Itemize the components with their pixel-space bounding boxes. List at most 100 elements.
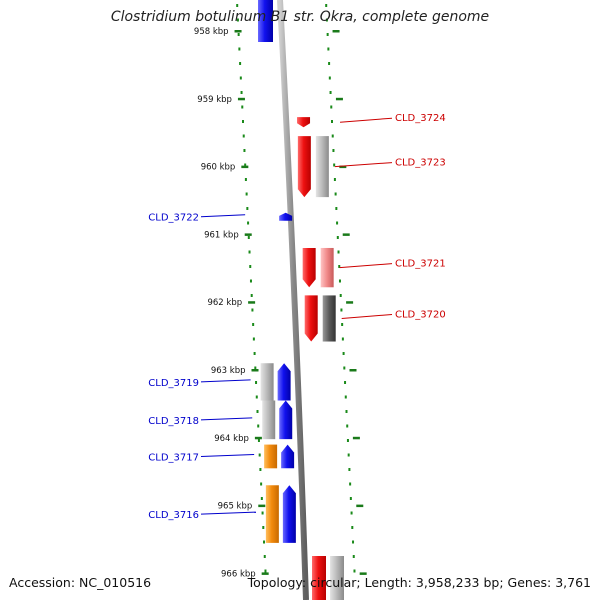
scale-tick-label: 960 kbp — [201, 163, 236, 173]
scale-tick-label: 961 kbp — [204, 230, 239, 240]
paired-feature-cld-3716[interactable] — [265, 485, 279, 543]
paired-feature-cld-3717[interactable] — [264, 444, 278, 469]
track-dot — [352, 540, 355, 544]
gene-arrow-partial-top[interactable] — [258, 0, 273, 42]
scale-tick-mark-right — [342, 233, 350, 236]
track-dot — [343, 366, 346, 370]
track-dot — [340, 308, 343, 312]
gene-label[interactable]: CLD_3720 — [395, 309, 446, 320]
track-dot — [240, 91, 243, 94]
track-dot — [244, 163, 247, 167]
scale-tick-mark-right — [352, 436, 360, 440]
gene-label[interactable]: CLD_3724 — [395, 113, 446, 124]
track-dot — [333, 163, 336, 167]
gene-leader-line — [200, 453, 255, 457]
track-dot — [236, 18, 239, 22]
track-dot — [238, 47, 241, 51]
paired-feature-partial-bottom[interactable] — [330, 556, 344, 600]
track-dot — [339, 294, 342, 297]
track-dot — [335, 207, 338, 210]
paired-feature-cld-3721[interactable] — [320, 247, 334, 288]
gene-label[interactable]: CLD_3719 — [148, 378, 199, 389]
track-dot — [260, 482, 263, 486]
gene-arrow-cld-3717[interactable] — [281, 444, 295, 469]
scale-tick-label: 966 kbp — [221, 569, 256, 579]
gene-label[interactable]: CLD_3721 — [395, 259, 446, 270]
paired-feature-cld-3720[interactable] — [322, 295, 336, 342]
track-dot — [337, 250, 340, 254]
track-dot — [325, 4, 328, 7]
gene-label[interactable]: CLD_3717 — [148, 452, 199, 463]
gene-arrow-cld-3724[interactable] — [297, 117, 311, 128]
track-dot — [331, 134, 334, 138]
gene-label[interactable]: CLD_3718 — [148, 416, 199, 427]
gene-arrow-cld-3718[interactable] — [279, 400, 293, 440]
scale-tick-label: 958 kbp — [194, 27, 229, 37]
scale-tick-label: 963 kbp — [211, 366, 246, 376]
track-dot — [246, 207, 249, 210]
gene-leader-line — [200, 417, 253, 421]
track-dot — [345, 410, 348, 413]
track-dot — [333, 178, 336, 181]
track-dot — [247, 236, 250, 239]
track-dot — [242, 134, 245, 138]
track-dot — [353, 569, 356, 573]
gene-arrow-cld-3716[interactable] — [282, 485, 296, 543]
track-dot — [332, 149, 335, 152]
gene-arrow-cld-3719[interactable] — [277, 363, 291, 401]
track-dot — [338, 279, 341, 283]
gene-arrow-cld-3720[interactable] — [304, 295, 318, 342]
paired-feature-cld-3718[interactable] — [262, 400, 276, 440]
track-dot — [261, 511, 264, 515]
scale-tick-label: 965 kbp — [218, 502, 253, 512]
track-dot — [236, 4, 239, 7]
gene-arrow-cld-3722[interactable] — [279, 212, 293, 221]
scale-tick-mark — [248, 301, 256, 304]
scale-tick-mark-right — [332, 30, 340, 33]
gene-leader-line — [200, 379, 251, 383]
gene-label[interactable]: CLD_3723 — [395, 158, 446, 169]
scale-tick-mark-right — [356, 504, 364, 508]
scale-tick-mark — [241, 165, 249, 169]
genome-summary-text: Topology: circular; Length: 3,958,233 bp… — [247, 575, 591, 590]
gene-arrow-partial-bottom[interactable] — [312, 556, 326, 600]
track-dot — [346, 439, 349, 442]
track-dot — [259, 468, 262, 471]
track-dot — [346, 424, 349, 428]
track-dot — [336, 236, 339, 239]
track-dot — [255, 381, 258, 384]
dotted-track-left — [236, 4, 267, 573]
scale-tick-mark — [244, 233, 252, 236]
gene-arrow-cld-3721[interactable] — [302, 247, 316, 288]
track-dot — [350, 511, 353, 515]
scale-tick-mark — [261, 572, 269, 575]
scale-tick-mark — [237, 97, 245, 101]
track-dot — [249, 279, 252, 283]
scale-tick-mark — [254, 436, 262, 440]
track-dot — [352, 555, 355, 558]
track-dot — [262, 526, 265, 529]
track-dot — [327, 47, 330, 51]
gene-leader-line — [339, 263, 393, 269]
gene-leader-line — [339, 117, 393, 123]
dotted-track-right — [325, 4, 356, 573]
scale-tick-mark-right — [359, 572, 367, 575]
scale-ticks: 958 kbp 959 kbp 960 kbp 961 kbp 962 kbp 963 k… — [194, 27, 367, 579]
track-dot — [242, 120, 244, 123]
track-dot — [260, 497, 263, 500]
track-dot — [247, 221, 250, 225]
track-dot — [341, 323, 344, 326]
track-dot — [252, 337, 255, 341]
gene-arrow-cld-3723[interactable] — [297, 136, 311, 198]
track-dot — [263, 540, 266, 544]
track-dot — [331, 120, 333, 123]
paired-feature-cld-3723[interactable] — [315, 136, 329, 198]
track-dot — [239, 76, 242, 80]
track-dot — [328, 62, 331, 65]
scale-tick-mark-right — [349, 369, 357, 372]
track-dot — [330, 105, 333, 109]
gene-label[interactable]: CLD_3716 — [148, 510, 199, 521]
gene-label[interactable]: CLD_3722 — [148, 213, 199, 224]
paired-feature-cld-3719[interactable] — [260, 363, 274, 401]
